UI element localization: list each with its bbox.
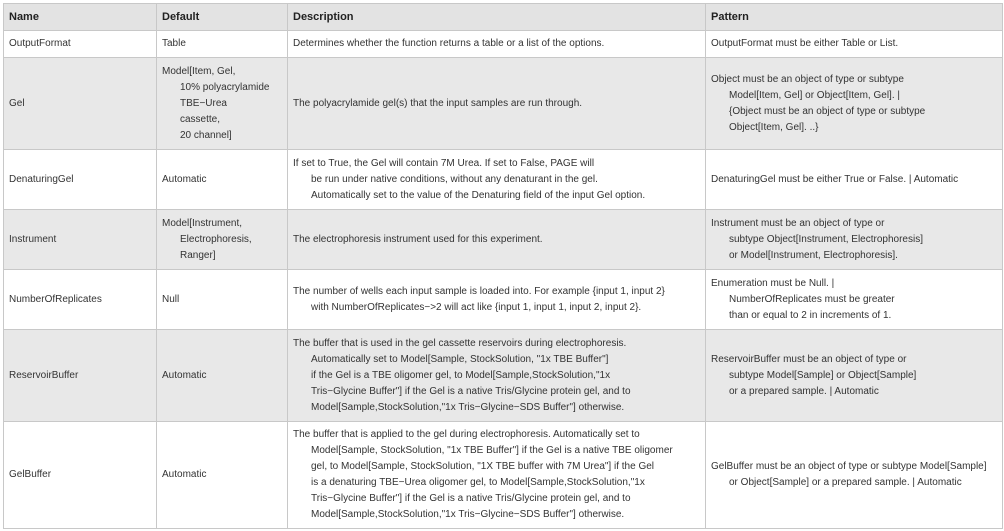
cell-line: subtype Model[Sample] or Object[Sample] bbox=[729, 369, 917, 381]
cell-line: cassette, bbox=[180, 113, 221, 125]
cell-line: Object[Item, Gel]. ..} bbox=[729, 121, 819, 133]
cell-line: Model[Sample, StockSolution, "1x TBE Buf… bbox=[311, 445, 673, 456]
table-cell: Null bbox=[156, 269, 288, 330]
table-cell: Automatic bbox=[156, 421, 288, 529]
table-cell: GelBuffer bbox=[3, 421, 157, 529]
cell-line: ReservoirBuffer must be an object of typ… bbox=[711, 353, 907, 365]
cell-line: Automatically set to the value of the De… bbox=[311, 189, 646, 201]
column-header: Name bbox=[3, 3, 157, 31]
cell-line: Model[Item, Gel, bbox=[162, 65, 236, 77]
cell-line: The number of wells each input sample is… bbox=[293, 285, 665, 297]
table-cell: Instrument must be an object of type or s… bbox=[705, 209, 1003, 270]
table-cell: ReservoirBuffer must be an object of typ… bbox=[705, 329, 1003, 422]
cell-line: or a prepared sample. | Automatic bbox=[729, 385, 879, 397]
header-row: Name Default Description Pattern bbox=[3, 3, 1003, 31]
cell-line: Automatic bbox=[162, 173, 207, 185]
cell-line: GelBuffer bbox=[9, 469, 52, 480]
cell-line: Instrument must be an object of type or bbox=[711, 217, 885, 229]
table-cell: Object must be an object of type or subt… bbox=[705, 57, 1003, 150]
cell-line: if the Gel is a TBE oligomer gel, to Mod… bbox=[311, 369, 611, 381]
cell-line: Table bbox=[162, 38, 186, 49]
table-row: Gel Model[Item, Gel, 10% polyacrylamide TBE… bbox=[3, 57, 1003, 150]
table-cell: Enumeration must be Null. | NumberOfRepli… bbox=[705, 269, 1003, 330]
column-header: Pattern bbox=[705, 3, 1003, 31]
table-cell: The number of wells each input sample is… bbox=[287, 269, 706, 330]
cell-line: 20 channel] bbox=[180, 129, 232, 141]
table-body: OutputFormat Table Determines whether the … bbox=[3, 30, 1003, 529]
cell-line: with NumberOfReplicates−>2 will act like… bbox=[311, 301, 642, 313]
table-cell: DenaturingGel bbox=[3, 149, 157, 210]
table-cell: The electrophoresis instrument used for … bbox=[287, 209, 706, 270]
table-cell: Determines whether the function returns … bbox=[287, 30, 706, 58]
cell-line: The polyacrylamide gel(s) that the input… bbox=[293, 97, 583, 109]
table-row: OutputFormat Table Determines whether the … bbox=[3, 30, 1003, 58]
cell-line: Tris−Glycine Buffer"] if the Gel is a na… bbox=[311, 385, 631, 397]
cell-line: {Object must be an object of type or sub… bbox=[729, 105, 926, 117]
table-cell: Table bbox=[156, 30, 288, 58]
cell-line: Model[Instrument, bbox=[162, 217, 243, 229]
cell-line: or Model[Instrument, Electrophoresis]. bbox=[729, 249, 898, 261]
column-header: Default bbox=[156, 3, 288, 31]
table-cell: Automatic bbox=[156, 149, 288, 210]
cell-line: Automatically set to Model[Sample, Stock… bbox=[311, 353, 609, 365]
cell-line: be run under native conditions, without … bbox=[311, 173, 598, 185]
table-cell: DenaturingGel must be either True or Fal… bbox=[705, 149, 1003, 210]
cell-line: or Object[Sample] or a prepared sample. … bbox=[729, 477, 962, 488]
cell-line: The electrophoresis instrument used for … bbox=[293, 233, 543, 245]
table-cell: OutputFormat must be either Table or Lis… bbox=[705, 30, 1003, 58]
table-cell: Model[Item, Gel, 10% polyacrylamide TBE−Ur… bbox=[156, 57, 288, 150]
cell-line: Determines whether the function returns … bbox=[293, 38, 605, 49]
cell-line: Electrophoresis, bbox=[180, 233, 252, 245]
cell-line: Gel bbox=[9, 97, 25, 109]
cell-line: NumberOfReplicates must be greater bbox=[729, 293, 895, 305]
cell-line: than or equal to 2 in increments of 1. bbox=[729, 309, 892, 321]
cell-line: Automatic bbox=[162, 469, 207, 480]
table-cell: The buffer that is used in the gel casse… bbox=[287, 329, 706, 422]
cell-line: Model[Item, Gel] or Object[Item, Gel]. | bbox=[729, 89, 900, 101]
cell-line: Model[Sample,StockSolution,"1x Tris−Glyc… bbox=[311, 401, 625, 413]
cell-line: GelBuffer must be an object of type or s… bbox=[711, 461, 987, 472]
table-row: DenaturingGel Automatic If set to True, th… bbox=[3, 149, 1003, 210]
cell-line: ReservoirBuffer bbox=[9, 369, 79, 381]
cell-line: NumberOfReplicates bbox=[9, 293, 102, 305]
column-header: Description bbox=[287, 3, 706, 31]
table-cell: The polyacrylamide gel(s) that the input… bbox=[287, 57, 706, 150]
cell-line: is a denaturing TBE−Urea oligomer gel, t… bbox=[311, 477, 645, 488]
cell-line: gel, to Model[Sample, StockSolution, "1X… bbox=[311, 461, 655, 472]
table-cell: OutputFormat bbox=[3, 30, 157, 58]
table-cell: Instrument bbox=[3, 209, 157, 270]
table-row: NumberOfReplicates Null The number of well… bbox=[3, 269, 1003, 330]
table-row: Instrument Model[Instrument, Electrophores… bbox=[3, 209, 1003, 270]
cell-line: TBE−Urea bbox=[180, 97, 227, 109]
table-cell: The buffer that is applied to the gel du… bbox=[287, 421, 706, 529]
cell-line: Tris−Glycine Buffer"] if the Gel is a na… bbox=[311, 493, 631, 504]
cell-line: Automatic bbox=[162, 369, 207, 381]
cell-line: OutputFormat bbox=[9, 38, 71, 49]
cell-line: Null bbox=[162, 293, 180, 305]
cell-line: The buffer that is used in the gel casse… bbox=[293, 337, 627, 349]
cell-line: OutputFormat must be either Table or Lis… bbox=[711, 38, 899, 49]
table-cell: NumberOfReplicates bbox=[3, 269, 157, 330]
cell-line: DenaturingGel bbox=[9, 173, 74, 185]
cell-line: subtype Object[Instrument, Electrophores… bbox=[729, 233, 923, 245]
table-cell: GelBuffer must be an object of type or s… bbox=[705, 421, 1003, 529]
table-row: GelBuffer Automatic The buffer that is app… bbox=[3, 421, 1003, 529]
cell-line: Ranger] bbox=[180, 249, 216, 261]
cell-line: Enumeration must be Null. | bbox=[711, 277, 835, 289]
table-cell: Automatic bbox=[156, 329, 288, 422]
cell-line: Object must be an object of type or subt… bbox=[711, 73, 904, 85]
table-cell: Model[Instrument, Electrophoresis, Ranger] bbox=[156, 209, 288, 270]
cell-line: If set to True, the Gel will contain 7M … bbox=[293, 157, 595, 169]
table-cell: ReservoirBuffer bbox=[3, 329, 157, 422]
table-cell: Gel bbox=[3, 57, 157, 150]
options-table: Name Default Description Pattern OutputForm… bbox=[3, 3, 1003, 529]
cell-line: 10% polyacrylamide bbox=[180, 81, 270, 93]
table-cell: If set to True, the Gel will contain 7M … bbox=[287, 149, 706, 210]
table-row: ReservoirBuffer Automatic The buffer that … bbox=[3, 329, 1003, 422]
cell-line: Instrument bbox=[9, 233, 57, 245]
cell-line: The buffer that is applied to the gel du… bbox=[293, 429, 640, 440]
cell-line: DenaturingGel must be either True or Fal… bbox=[711, 173, 959, 185]
cell-line: Model[Sample,StockSolution,"1x Tris−Glyc… bbox=[311, 509, 625, 520]
